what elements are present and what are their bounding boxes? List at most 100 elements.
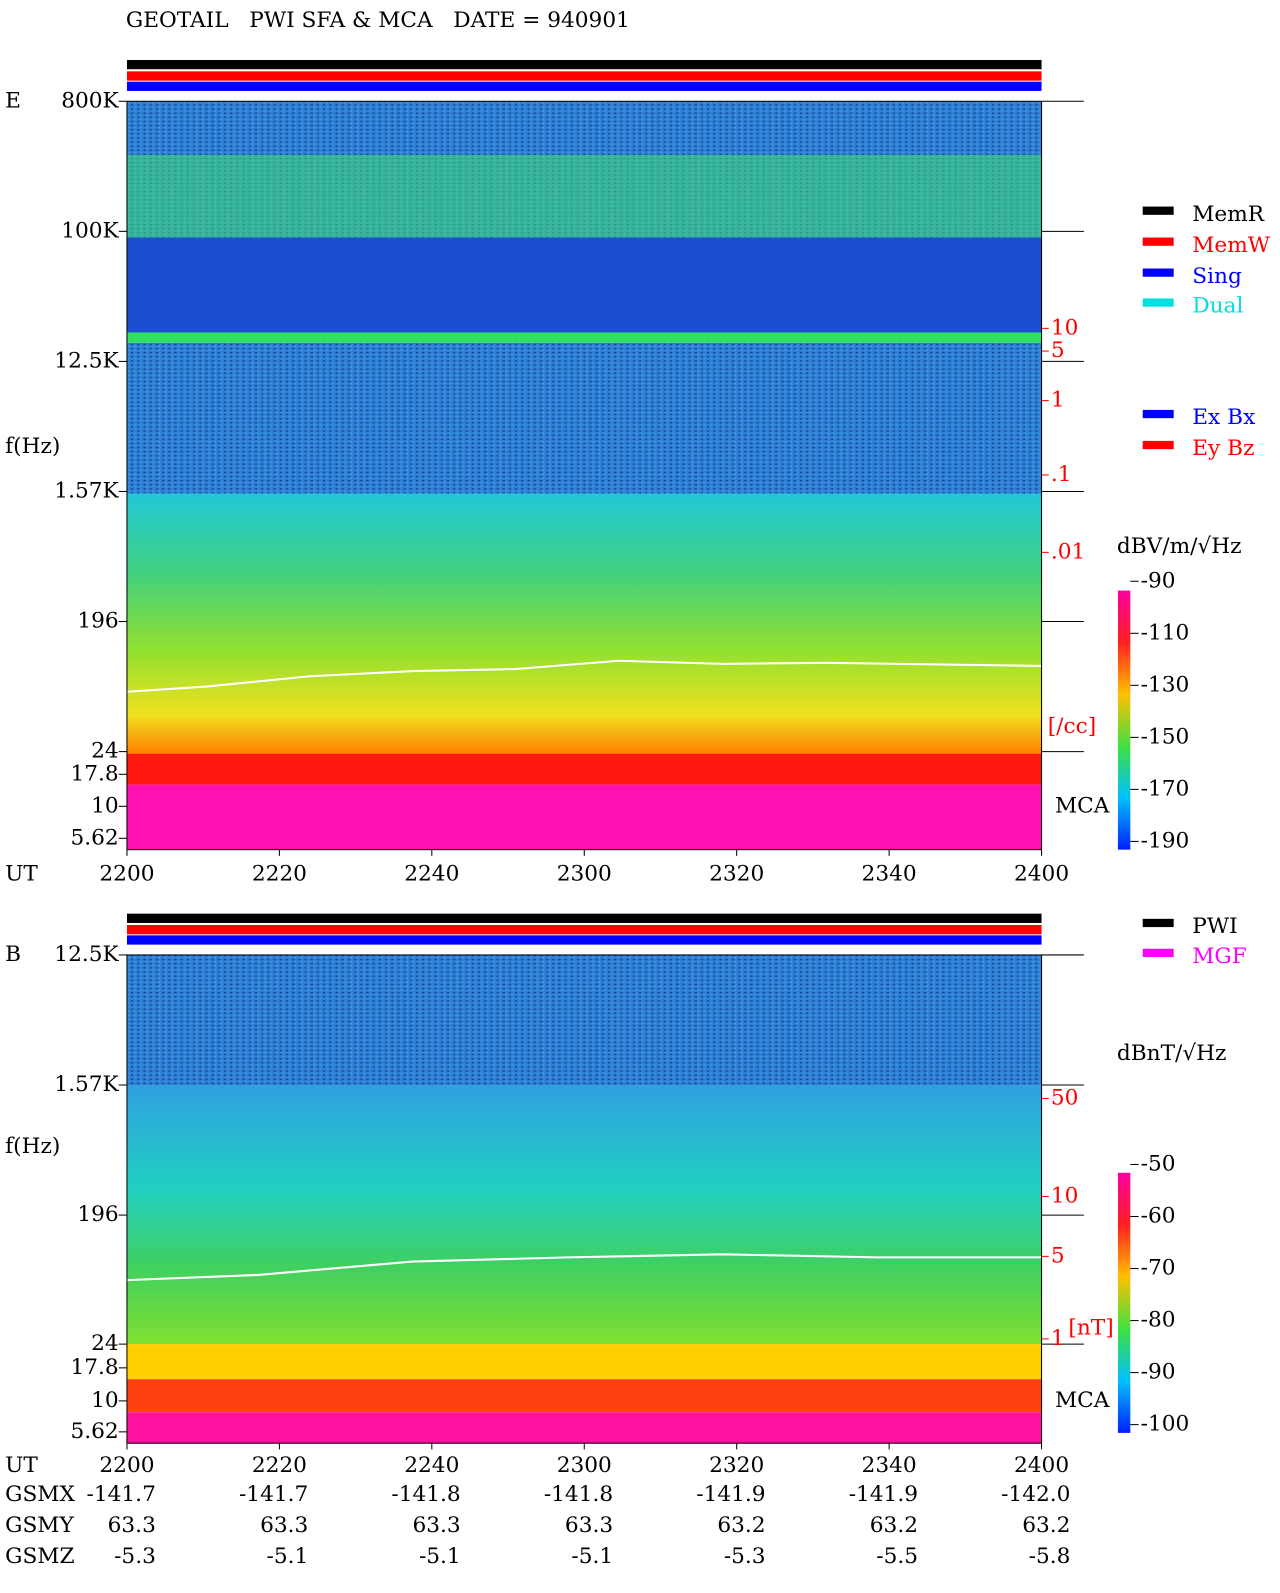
orbit-value: 63.2 — [717, 1513, 765, 1538]
x-tick-label: 2320 — [709, 1453, 764, 1478]
legend-label: Sing — [1192, 264, 1242, 289]
colorbar-unit: dBV/m/√Hz — [1117, 534, 1242, 559]
y-tick-label: 12.5K — [54, 942, 119, 967]
status-bar — [126, 59, 1042, 70]
x-tick-label: 2340 — [862, 1453, 917, 1478]
colorbar-unit: dBnT/√Hz — [1117, 1041, 1227, 1066]
legend-label: MemR — [1192, 202, 1265, 227]
colorbar-tick-label: -150 — [1141, 724, 1190, 749]
y-tick-label: 196 — [77, 1202, 118, 1227]
y-tick-label: 1.57K — [54, 1072, 119, 1097]
x-tick-label: 2200 — [99, 1453, 154, 1478]
mca-label: MCA — [1055, 793, 1110, 818]
orbit-value: -142.0 — [1001, 1482, 1070, 1507]
spectrogram-band — [126, 1412, 1042, 1444]
orbit-value: -5.3 — [114, 1544, 156, 1569]
x-tick-label: 2400 — [1014, 1453, 1069, 1478]
colorbar-tick-label: -70 — [1141, 1256, 1176, 1281]
spectrogram-band — [126, 1344, 1042, 1380]
spectrogram-band — [126, 784, 1042, 850]
density-tick-label: 5 — [1051, 1243, 1065, 1268]
spectrograms — [126, 59, 1131, 1444]
orbit-value: -141.7 — [87, 1482, 156, 1507]
colorbar-tick-label: -90 — [1141, 1360, 1176, 1385]
y-tick-label: 17.8 — [70, 1355, 118, 1380]
spectrogram-band — [126, 1379, 1042, 1413]
legend-swatch — [1142, 206, 1174, 215]
y-tick-label: 12.5K — [54, 348, 119, 373]
orbit-value: -5.1 — [571, 1544, 613, 1569]
orbit-value: 63.3 — [260, 1513, 308, 1538]
density-unit: [/cc] — [1048, 714, 1096, 739]
time-axis-label: UT — [5, 861, 38, 886]
legend-swatch — [1142, 298, 1174, 307]
orbit-value: 63.3 — [565, 1513, 613, 1538]
status-bar — [126, 71, 1042, 81]
status-bar — [126, 925, 1042, 935]
panel-label: B — [5, 942, 21, 967]
x-tick-label: 2300 — [557, 1453, 612, 1478]
y-tick-label: 24 — [91, 1331, 119, 1356]
legend-swatch — [1142, 409, 1174, 419]
spectrogram-band — [126, 954, 1042, 1086]
y-tick-label: 1.57K — [54, 478, 119, 503]
orbit-value: -141.9 — [696, 1482, 765, 1507]
legend-swatch — [1142, 237, 1174, 246]
y-tick-label: 10 — [91, 793, 119, 818]
orbit-value: -141.8 — [391, 1482, 460, 1507]
status-bar — [126, 913, 1042, 923]
density-tick-label: 1 — [1051, 388, 1065, 413]
colorbar-tick-label: -190 — [1141, 828, 1190, 853]
colorbar-tick-label: -50 — [1141, 1152, 1176, 1177]
spectrogram-band — [126, 154, 1042, 248]
colorbar-tick-label: -100 — [1141, 1412, 1190, 1437]
orbit-value: -141.8 — [544, 1482, 613, 1507]
y-axis-label: f(Hz) — [5, 434, 60, 459]
orbit-value: -5.1 — [419, 1544, 461, 1569]
spectrogram-band — [126, 237, 1042, 341]
orbit-value: -5.5 — [876, 1544, 918, 1569]
spectrogram-band — [126, 332, 1042, 343]
spectrogram-band — [126, 342, 1042, 494]
x-tick-label: 2240 — [404, 1453, 459, 1478]
x-tick-label: 2200 — [99, 861, 154, 886]
legend-swatch — [1142, 440, 1174, 450]
x-tick-label: 2340 — [862, 861, 917, 886]
orbit-value: -5.8 — [1029, 1544, 1071, 1569]
orbit-value: 63.3 — [412, 1513, 460, 1538]
status-bar — [126, 81, 1042, 91]
orbit-value: -5.3 — [724, 1544, 766, 1569]
x-tick-label: 2300 — [557, 861, 612, 886]
legend-swatch — [1142, 918, 1174, 928]
y-tick-label: 100K — [61, 218, 119, 243]
colorbar-tick-label: -60 — [1141, 1204, 1176, 1229]
x-tick-label: 2320 — [709, 861, 764, 886]
x-tick-label: 2240 — [404, 861, 459, 886]
colorbar — [1117, 590, 1131, 850]
time-axis-label: UT — [5, 1453, 38, 1478]
density-tick-label: 10 — [1051, 1184, 1079, 1209]
density-tick-label: 1 — [1051, 1326, 1065, 1351]
y-tick-label: 5.62 — [70, 1419, 118, 1444]
legend-label: Dual — [1192, 294, 1243, 319]
x-tick-label: 2220 — [252, 861, 307, 886]
density-tick-label: 50 — [1051, 1085, 1079, 1110]
density-tick-label: .1 — [1051, 462, 1072, 487]
y-tick-label: 17.8 — [70, 761, 118, 786]
y-tick-label: 196 — [77, 609, 118, 634]
status-bar — [126, 935, 1042, 945]
y-tick-label: 5.62 — [70, 825, 118, 850]
spectrogram-band — [126, 1085, 1042, 1345]
mca-label: MCA — [1055, 1388, 1110, 1413]
density-tick-label: .01 — [1051, 539, 1085, 564]
orbit-label: GSMZ — [5, 1544, 74, 1569]
panel-label: E — [5, 88, 21, 113]
density-tick-label: 5 — [1051, 338, 1065, 363]
legend-label: Ey Bz — [1192, 436, 1254, 461]
density-line — [126, 659, 1042, 693]
spectrogram-band — [126, 493, 1042, 754]
orbit-value: 63.2 — [1022, 1513, 1070, 1538]
colorbar-tick-label: -80 — [1141, 1308, 1176, 1333]
